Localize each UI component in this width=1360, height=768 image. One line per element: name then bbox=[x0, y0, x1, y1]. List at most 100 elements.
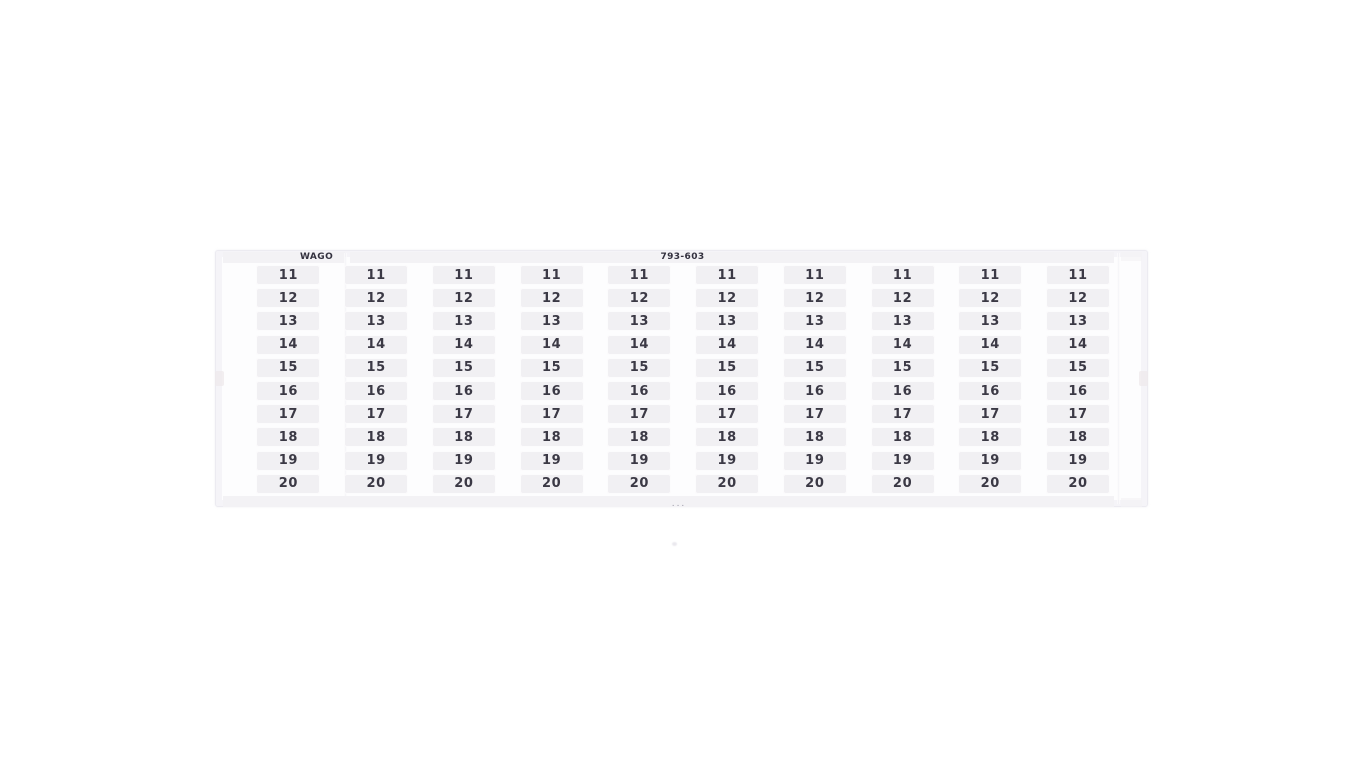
marker-cell: 14 bbox=[782, 334, 847, 355]
card-bottom-rail-right-segment bbox=[1121, 498, 1142, 507]
marker-cell: 12 bbox=[695, 288, 760, 309]
marker-cell: 18 bbox=[1046, 427, 1111, 448]
marker-cell: 11 bbox=[958, 265, 1023, 285]
marker-cell: 11 bbox=[782, 265, 847, 285]
marker-cell: 14 bbox=[607, 334, 672, 355]
marker-cell: 16 bbox=[695, 381, 760, 401]
marker-cell: 13 bbox=[607, 311, 672, 332]
marker-cell: 16 bbox=[519, 381, 584, 401]
marker-cell: 11 bbox=[344, 265, 409, 285]
marker-cell: 20 bbox=[782, 473, 847, 494]
marker-cell: 14 bbox=[870, 334, 935, 355]
marker-cell: 11 bbox=[256, 265, 321, 285]
marker-cell: 14 bbox=[344, 334, 409, 355]
card-top-rail-right-segment bbox=[1121, 252, 1142, 261]
marker-cell: 15 bbox=[256, 357, 321, 378]
marker-cell: 13 bbox=[695, 311, 760, 332]
marker-cell: 20 bbox=[344, 473, 409, 494]
marker-cell: 19 bbox=[431, 450, 496, 471]
marker-cell: 20 bbox=[1046, 473, 1111, 494]
marker-cell: 17 bbox=[431, 404, 496, 425]
marker-cell: 17 bbox=[519, 404, 584, 425]
marker-cell: 12 bbox=[607, 288, 672, 309]
marker-cell: 12 bbox=[958, 288, 1023, 309]
marker-grid: 11 11 11 11 11 11 11 11 11 11 12 12 12 12 12 12 12 12 12 12… bbox=[216, 251, 1147, 506]
marker-cell: 13 bbox=[870, 311, 935, 332]
marker-cell: 15 bbox=[870, 357, 935, 378]
marker-cell: 18 bbox=[607, 427, 672, 448]
marker-cell: 16 bbox=[607, 381, 672, 401]
marker-cell: 16 bbox=[256, 381, 321, 401]
marker-cell: 20 bbox=[695, 473, 760, 494]
marker-cell: 17 bbox=[695, 404, 760, 425]
marker-cell: 20 bbox=[256, 473, 321, 494]
marker-cell: 20 bbox=[870, 473, 935, 494]
marker-cell: 18 bbox=[695, 427, 760, 448]
marker-cell: 12 bbox=[1046, 288, 1111, 309]
marker-cell: 17 bbox=[782, 404, 847, 425]
marker-cell: 15 bbox=[1046, 357, 1111, 378]
marker-cell: 19 bbox=[607, 450, 672, 471]
marker-cell: 13 bbox=[431, 311, 496, 332]
marker-cell: 13 bbox=[782, 311, 847, 332]
marker-cell: 16 bbox=[1046, 381, 1111, 401]
marker-cell: 14 bbox=[256, 334, 321, 355]
marker-cell: 12 bbox=[782, 288, 847, 309]
marker-cell: 15 bbox=[431, 357, 496, 378]
marker-cell: 15 bbox=[519, 357, 584, 378]
marker-cell: 20 bbox=[519, 473, 584, 494]
marker-cell: 11 bbox=[607, 265, 672, 285]
marker-cell: 14 bbox=[431, 334, 496, 355]
marker-cell: 16 bbox=[782, 381, 847, 401]
marker-cell: 12 bbox=[256, 288, 321, 309]
marker-cell: 11 bbox=[1046, 265, 1111, 285]
marker-cell: 19 bbox=[344, 450, 409, 471]
marker-cell: 18 bbox=[958, 427, 1023, 448]
marker-cell: 13 bbox=[519, 311, 584, 332]
marker-cell: 20 bbox=[431, 473, 496, 494]
marker-cell: 15 bbox=[782, 357, 847, 378]
marker-cell: 12 bbox=[519, 288, 584, 309]
card-top-rail-left-segment bbox=[223, 252, 345, 263]
marker-cell: 19 bbox=[695, 450, 760, 471]
part-number-label: 793-603 bbox=[660, 252, 705, 262]
marker-cell: 14 bbox=[1046, 334, 1111, 355]
marker-cell: 17 bbox=[344, 404, 409, 425]
marker-cell: 12 bbox=[870, 288, 935, 309]
brand-label: WAGO bbox=[300, 252, 334, 262]
card-top-rail-main-segment bbox=[350, 252, 1114, 263]
marker-cell: 19 bbox=[870, 450, 935, 471]
marker-cell: 19 bbox=[519, 450, 584, 471]
marker-card: WAGO 793-603 11 11 11 11 11 11 11 11 11 11 12 12 12 1… bbox=[215, 250, 1148, 509]
marker-cell: 18 bbox=[256, 427, 321, 448]
marker-cell: 20 bbox=[958, 473, 1023, 494]
card-split-notch-right bbox=[1139, 371, 1148, 386]
marker-cell: 17 bbox=[1046, 404, 1111, 425]
marker-cell: 13 bbox=[256, 311, 321, 332]
marker-cell: 17 bbox=[958, 404, 1023, 425]
marker-cell: 14 bbox=[695, 334, 760, 355]
marker-cell: 19 bbox=[958, 450, 1023, 471]
marker-cell: 19 bbox=[256, 450, 321, 471]
marker-cell: 19 bbox=[782, 450, 847, 471]
marker-cell: 16 bbox=[870, 381, 935, 401]
marker-cell: 17 bbox=[607, 404, 672, 425]
marker-cell: 11 bbox=[519, 265, 584, 285]
marker-cell: 14 bbox=[519, 334, 584, 355]
bottom-ellipsis-mark: ... bbox=[671, 499, 687, 509]
card-cut-line bbox=[1117, 253, 1120, 504]
card-split-notch-left bbox=[215, 371, 224, 386]
marker-cell: 11 bbox=[870, 265, 935, 285]
marker-cell: 15 bbox=[695, 357, 760, 378]
marker-cell: 14 bbox=[958, 334, 1023, 355]
card-cut-line bbox=[344, 253, 347, 504]
marker-cell: 17 bbox=[870, 404, 935, 425]
marker-cell: 15 bbox=[344, 357, 409, 378]
marker-cell: 18 bbox=[870, 427, 935, 448]
card-bottom-rail bbox=[223, 496, 1114, 507]
marker-cell: 18 bbox=[344, 427, 409, 448]
marker-cell: 18 bbox=[519, 427, 584, 448]
marker-cell: 13 bbox=[958, 311, 1023, 332]
marker-cell: 16 bbox=[431, 381, 496, 401]
